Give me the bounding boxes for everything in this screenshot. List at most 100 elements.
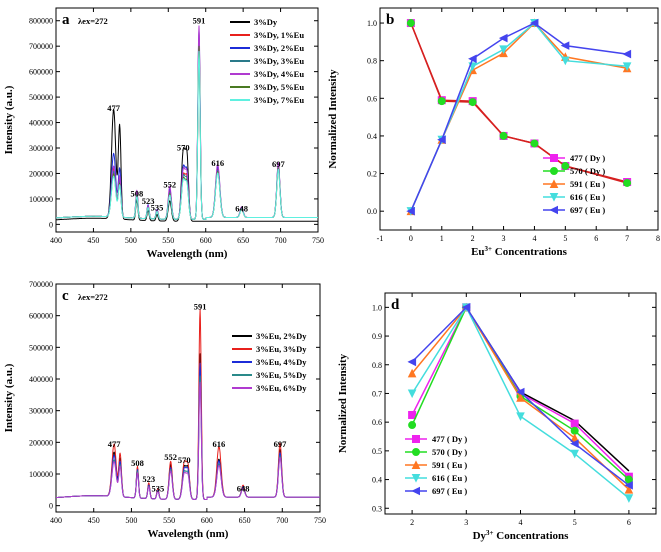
peak-label: 477 xyxy=(108,439,122,449)
data-point xyxy=(623,178,632,187)
x-axis-title-main: Wavelength (nm) xyxy=(148,528,229,540)
x-axis-title-rest: Concentrations xyxy=(492,246,568,258)
y-tick-label: 500000 xyxy=(29,93,53,102)
data-point xyxy=(570,419,579,428)
y-tick-label: 700000 xyxy=(29,42,53,51)
y-tick-label: 200000 xyxy=(29,438,53,447)
peak-label: 523 xyxy=(142,474,155,484)
peak-label: 523 xyxy=(142,196,155,206)
data-point xyxy=(550,154,558,162)
x-axis-title-rest: Concentrations xyxy=(494,530,570,542)
x-tick-label: 2 xyxy=(471,234,475,243)
y-tick-label: 600000 xyxy=(29,312,53,321)
y-tick-label: 0.8 xyxy=(372,361,382,370)
y-tick-label: 0.6 xyxy=(372,418,382,427)
peak-label: 591 xyxy=(193,15,206,25)
data-point xyxy=(407,368,417,378)
legend-entry: 3%Dy, 1%Eu xyxy=(254,30,304,40)
reference-line xyxy=(465,306,630,472)
legend-entry: 477 ( Dy ) xyxy=(432,434,467,444)
series-line-3-eu-5-dy xyxy=(55,375,321,500)
peak-label: 570 xyxy=(178,455,191,465)
legend-entry: 3%Eu, 4%Dy xyxy=(256,357,307,367)
data-point xyxy=(516,393,525,402)
x-axis-title: Dy3+ Concentrations xyxy=(473,529,570,542)
x-axis-title: Wavelength (nm) xyxy=(147,248,228,260)
legend-entry: 3%Dy xyxy=(254,17,278,27)
data-point xyxy=(412,448,420,456)
excitation-label: λex=272 xyxy=(78,292,108,302)
peak-label: 616 xyxy=(211,158,224,168)
panel-label: b xyxy=(386,12,394,28)
x-tick-label: 500 xyxy=(125,516,137,525)
x-tick-label: 750 xyxy=(312,236,324,245)
y-tick-label: 800000 xyxy=(29,17,53,26)
x-tick-label: 5 xyxy=(563,234,567,243)
data-point xyxy=(516,412,525,422)
panel-label: c xyxy=(62,288,69,304)
x-tick-label: -1 xyxy=(377,234,384,243)
y-tick-label: 100000 xyxy=(29,195,53,204)
panel-label: d xyxy=(391,297,400,313)
data-point xyxy=(412,435,420,443)
y-tick-label: 1.0 xyxy=(367,19,377,28)
plot-frame xyxy=(379,7,659,231)
x-tick-label: 8 xyxy=(656,234,660,243)
x-tick-label: 700 xyxy=(276,516,288,525)
y-tick-label: 0.8 xyxy=(367,57,377,66)
x-tick-label: 650 xyxy=(239,516,251,525)
y-axis-title: Normalized Intensity xyxy=(327,69,339,169)
y-tick-label: 300000 xyxy=(29,407,53,416)
peak-label: 508 xyxy=(131,458,144,468)
y-tick-label: 0.2 xyxy=(367,170,377,179)
data-point xyxy=(468,54,477,64)
legend-entry: 570 ( Dy ) xyxy=(432,447,467,457)
x-tick-label: 600 xyxy=(200,236,212,245)
x-axis-title: Wavelength (nm) xyxy=(148,528,229,540)
legend-entry: 3%Dy, 7%Eu xyxy=(254,95,304,105)
legend-entry: 570 ( Dy ) xyxy=(570,166,605,176)
x-tick-label: 600 xyxy=(201,516,213,525)
x-tick-label: 6 xyxy=(627,518,631,527)
y-tick-label: 0.5 xyxy=(372,447,382,456)
legend-entry: 3%Eu, 5%Dy xyxy=(256,370,307,380)
peak-label: 552 xyxy=(164,452,177,462)
data-point xyxy=(549,205,558,215)
legend-entry: 697 ( Eu ) xyxy=(570,205,605,215)
panel-c: 400 450 500 550 600 650 700 750 0 100000 200000 300… xyxy=(3,280,326,540)
data-point xyxy=(624,480,633,490)
y-tick-label: 0 xyxy=(49,220,53,229)
x-axis-title-main: Wavelength (nm) xyxy=(147,248,228,260)
legend-entry: 591 ( Eu ) xyxy=(432,460,467,470)
legend-entry: 616 ( Eu ) xyxy=(570,192,605,202)
x-axis-title-sup: 3+ xyxy=(486,529,494,537)
y-tick-label: 0.4 xyxy=(367,132,377,141)
x-tick-label: 750 xyxy=(314,516,326,525)
peak-label: 508 xyxy=(130,188,143,198)
data-point xyxy=(561,56,570,66)
legend-entry: 3%Dy, 5%Eu xyxy=(254,82,304,92)
y-tick-label: 1.0 xyxy=(372,303,382,312)
data-point xyxy=(407,389,417,399)
data-point xyxy=(624,484,634,494)
data-point xyxy=(560,41,570,50)
panel-a: 400 450 500 550 600 650 700 750 0 100000 200000 300… xyxy=(3,7,324,260)
data-point xyxy=(406,206,415,216)
data-point xyxy=(622,49,632,59)
y-tick-label: 300000 xyxy=(29,144,53,153)
peak-label: 552 xyxy=(163,179,176,189)
data-point xyxy=(408,410,417,419)
data-point xyxy=(499,131,508,140)
data-point xyxy=(529,18,539,28)
y-tick-label: 400000 xyxy=(29,119,53,128)
legend-entry: 3%Dy, 3%Eu xyxy=(254,56,304,66)
data-point xyxy=(437,135,446,145)
x-tick-label: 550 xyxy=(162,236,174,245)
legend-entry: 3%Eu, 6%Dy xyxy=(256,383,307,393)
data-point xyxy=(549,179,559,188)
x-tick-label: 400 xyxy=(50,236,62,245)
data-point xyxy=(499,45,508,55)
data-point xyxy=(549,193,559,202)
data-point xyxy=(437,97,446,106)
data-point xyxy=(624,494,634,503)
